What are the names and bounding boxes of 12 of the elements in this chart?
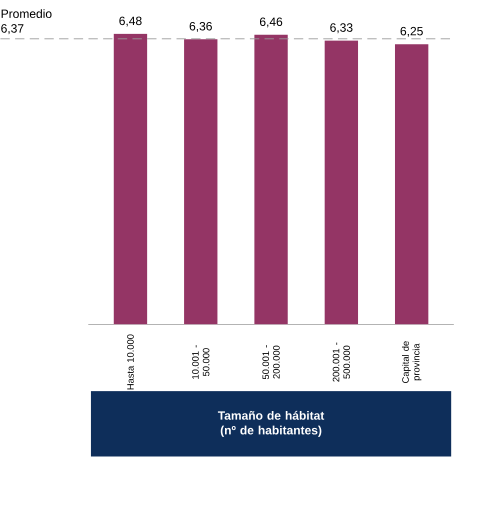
x-tick-label: Hasta 10.000 (126, 334, 134, 390)
x-axis-title: Tamaño de hábitat (nº de habitantes) (218, 410, 324, 437)
x-tick-label: 10.001 - 50.000 (192, 345, 210, 379)
data-label: 6,46 (260, 17, 282, 28)
ref-line-label: Promedio 6,37 (1, 9, 52, 34)
data-label: 6,36 (190, 22, 212, 32)
x-tick-label: 200.001 - 500.000 (332, 342, 350, 382)
data-label: 6,33 (330, 23, 352, 34)
x-tick-label: Capital de provincia (402, 341, 422, 383)
data-label: 6,25 (400, 26, 423, 37)
x-tick-label: 50.001 - 200.000 (262, 345, 280, 380)
data-label: 6,48 (119, 16, 142, 27)
